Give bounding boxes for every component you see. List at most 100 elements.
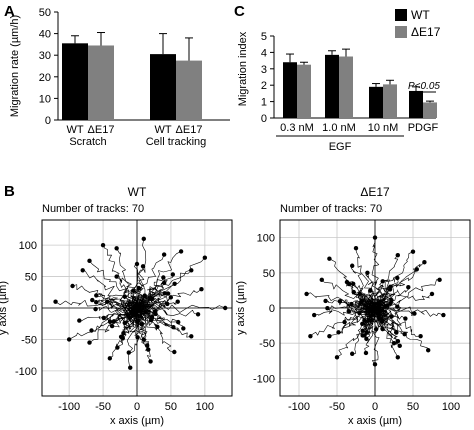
group-label: Scratch xyxy=(69,136,106,148)
legend-label: ΔE17 xyxy=(411,25,441,39)
track-endpoint xyxy=(223,305,228,311)
track-endpoint xyxy=(90,297,95,303)
y-tick-label: 30 xyxy=(39,50,51,62)
track-endpoint xyxy=(410,249,416,254)
track-endpoint xyxy=(359,298,365,304)
y-tick-label: 1 xyxy=(261,97,267,109)
bar xyxy=(325,54,339,118)
track-endpoint xyxy=(319,277,324,283)
track-line xyxy=(362,306,380,325)
track-line xyxy=(374,261,425,312)
bar xyxy=(339,56,353,118)
track-endpoint xyxy=(372,362,378,367)
track-endpoint xyxy=(195,312,201,317)
track-endpoint xyxy=(395,253,400,258)
plot-title: ΔE17 xyxy=(360,185,390,199)
bar xyxy=(62,43,88,120)
track-endpoint xyxy=(89,328,94,333)
y-tick-label: 100 xyxy=(19,240,37,252)
track-endpoint xyxy=(327,333,332,339)
track-line xyxy=(372,302,388,313)
track-line xyxy=(82,269,138,313)
track-endpoint xyxy=(372,235,378,240)
plot-title: WT xyxy=(128,185,147,199)
x-axis-label: x axis (µm) xyxy=(110,415,164,427)
track-endpoint xyxy=(162,291,167,296)
track-endpoint xyxy=(165,301,170,307)
y-axis-label: y axis (µm) xyxy=(235,281,247,335)
track-endpoint xyxy=(100,242,106,248)
y-tick-label: 20 xyxy=(39,72,51,84)
x-tick-label: -50 xyxy=(329,401,345,413)
track-endpoint xyxy=(70,283,75,289)
track-endpoint xyxy=(93,306,98,312)
track-line xyxy=(136,305,179,324)
group-label: Cell tracking xyxy=(146,136,207,148)
track-endpoint xyxy=(347,281,352,287)
track-endpoint xyxy=(395,355,400,360)
legend-swatch xyxy=(395,26,407,38)
track-endpoint xyxy=(379,319,385,324)
track-endpoint xyxy=(402,331,407,337)
y-tick-label: 50 xyxy=(263,268,275,280)
bar xyxy=(297,64,311,118)
track-endpoint xyxy=(363,350,369,356)
track-line xyxy=(122,307,140,339)
track-endpoint xyxy=(350,351,355,356)
track-endpoint xyxy=(94,293,99,298)
track-endpoint xyxy=(368,318,373,323)
track-endpoint xyxy=(323,298,328,304)
bar xyxy=(383,84,397,118)
track-endpoint xyxy=(165,291,171,296)
y-tick-label: 0 xyxy=(31,303,37,315)
group-label: EGF xyxy=(329,141,352,153)
track-endpoint xyxy=(128,365,133,370)
bar xyxy=(369,86,383,118)
track-endpoint xyxy=(172,349,177,355)
x-tick-label: 50 xyxy=(165,401,177,413)
track-endpoint xyxy=(175,299,180,304)
track-line xyxy=(365,272,382,309)
y-tick-label: 0 xyxy=(261,113,267,125)
y-tick-label: 10 xyxy=(39,93,51,105)
track-endpoint xyxy=(312,312,317,318)
x-tick-label: 100 xyxy=(196,401,214,413)
y-tick-label: -50 xyxy=(21,334,37,346)
track-endpoint xyxy=(168,295,174,300)
track-endpoint xyxy=(385,303,390,308)
track-line xyxy=(136,301,168,314)
track-line xyxy=(135,307,184,329)
track-endpoint xyxy=(199,286,204,292)
track-endpoint xyxy=(387,287,393,292)
y-tick-label: -100 xyxy=(15,366,37,378)
track-endpoint xyxy=(422,260,427,265)
y-tick-label: 50 xyxy=(25,272,37,284)
track-endpoint xyxy=(373,327,379,332)
x-tick-label: ΔE17 xyxy=(176,124,203,136)
y-tick-label: 100 xyxy=(257,233,275,245)
track-line xyxy=(120,305,138,338)
x-axis-label: x axis (µm) xyxy=(348,415,402,427)
y-tick-label: 0 xyxy=(269,303,275,315)
track-endpoint xyxy=(202,255,208,260)
panel-letter-c: C xyxy=(234,3,245,20)
track-endpoint xyxy=(66,337,72,342)
track-endpoint xyxy=(172,281,177,286)
track-endpoint xyxy=(87,258,92,264)
track-line xyxy=(133,274,174,309)
track-endpoint xyxy=(148,359,153,364)
track-endpoint xyxy=(142,293,147,298)
track-endpoint xyxy=(171,325,176,330)
track-endpoint xyxy=(380,279,385,284)
track-endpoint xyxy=(80,268,85,273)
track-endpoint xyxy=(107,319,113,324)
track-endpoint xyxy=(346,308,351,314)
track-line xyxy=(109,304,138,323)
significance-annotation: P<0.05 xyxy=(408,81,440,92)
track-line xyxy=(352,291,376,309)
track-endpoint xyxy=(353,245,359,251)
track-endpoint xyxy=(325,305,330,311)
y-tick-label: 4 xyxy=(261,47,267,59)
